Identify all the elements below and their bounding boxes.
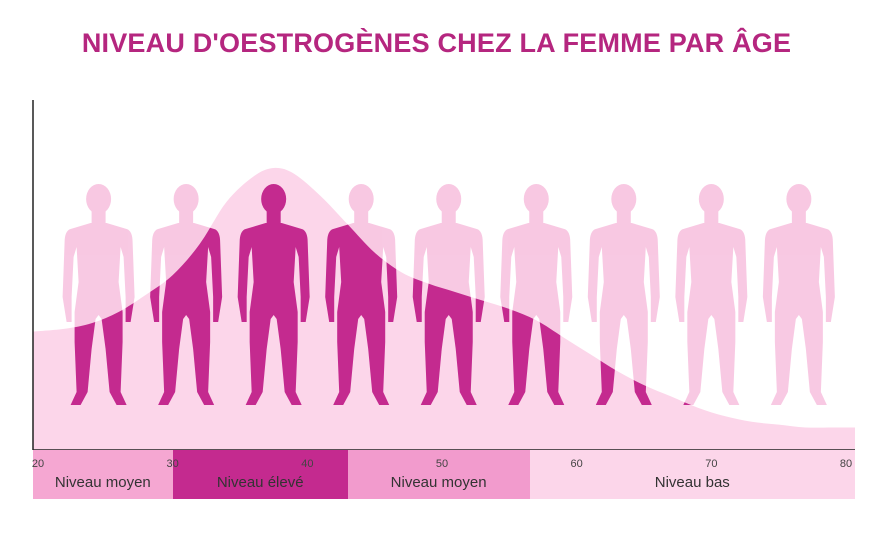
age-band-label: Niveau élevé	[216, 474, 304, 491]
x-tick-label: 20	[31, 458, 45, 470]
age-band-label: Niveau moyen	[390, 474, 487, 491]
age-band	[33, 450, 173, 499]
woman-silhouette	[762, 184, 835, 405]
x-tick-label: 40	[301, 458, 314, 470]
age-band	[172, 450, 348, 499]
x-tick-label: 60	[570, 458, 583, 470]
x-tick-label: 70	[705, 458, 718, 470]
x-tick-label: 30	[166, 458, 179, 470]
woman-silhouette	[675, 184, 748, 405]
age-band	[529, 450, 855, 499]
x-tick-label: 50	[435, 458, 449, 470]
age-band-label: Niveau bas	[654, 474, 730, 491]
age-band	[347, 450, 530, 499]
chart-title: NIVEAU D'OESTROGÈNES CHEZ LA FEMME PAR Â…	[81, 28, 792, 58]
age-band-label: Niveau moyen	[54, 474, 151, 491]
x-tick-label: 80	[839, 458, 853, 470]
